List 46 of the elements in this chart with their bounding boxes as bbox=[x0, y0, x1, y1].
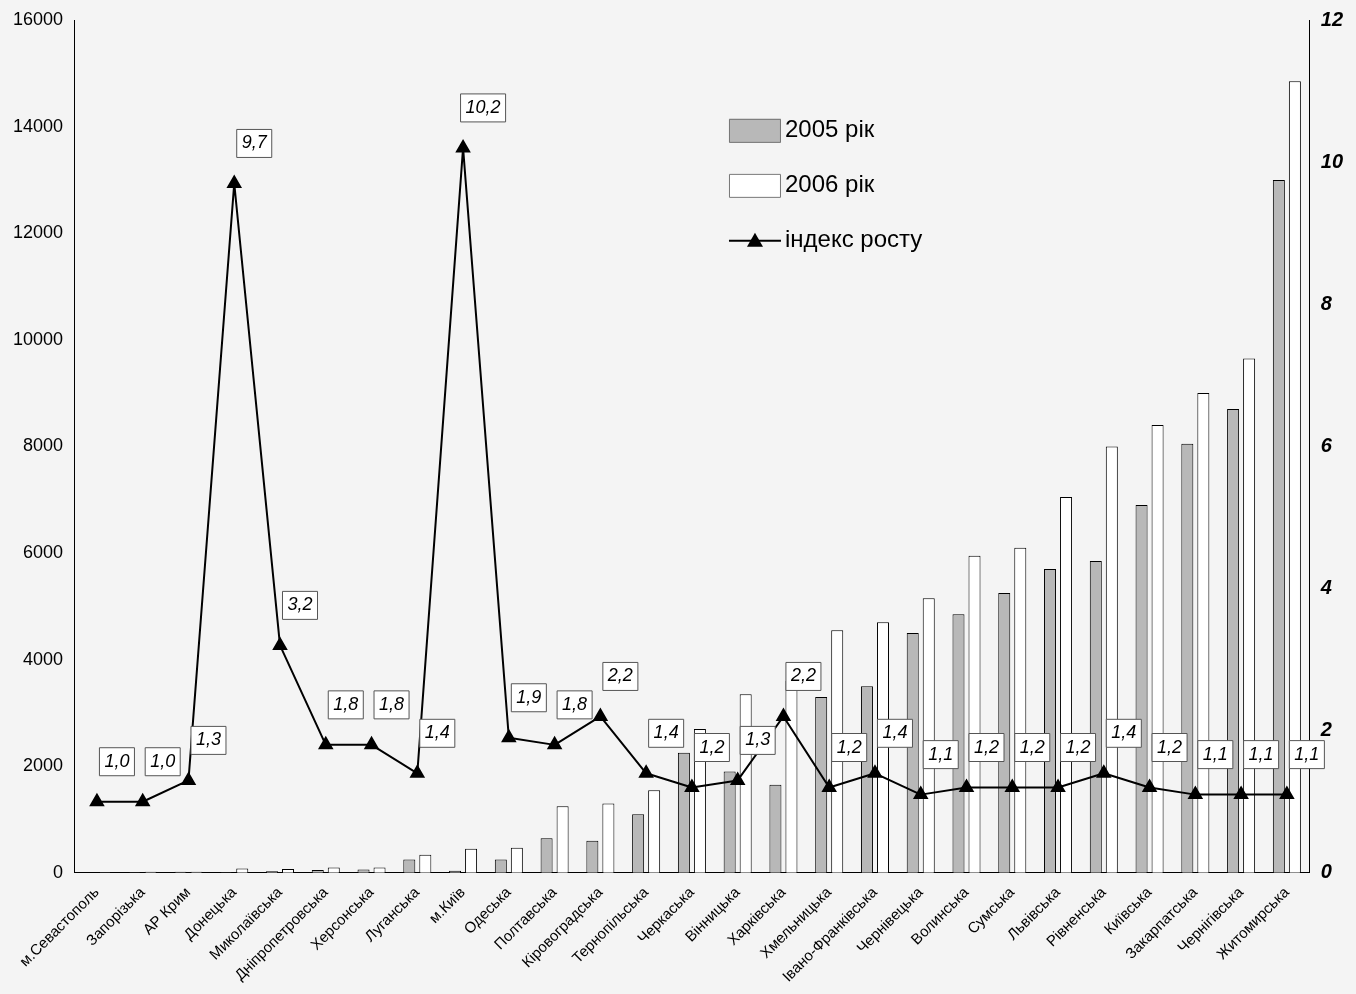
data-label: 1,0 bbox=[104, 750, 130, 771]
y2-tick-label: 6 bbox=[1320, 433, 1333, 456]
y2-tick-label: 0 bbox=[1320, 860, 1332, 883]
y-tick-label: 4000 bbox=[23, 648, 64, 669]
legend-label: 2006 рік bbox=[784, 170, 875, 198]
data-label: 1,4 bbox=[424, 722, 450, 743]
data-label: 1,8 bbox=[333, 693, 359, 714]
data-label: 1,4 bbox=[882, 722, 908, 743]
y-tick-label: 12000 bbox=[12, 222, 64, 243]
data-label: 1,2 bbox=[836, 736, 862, 757]
y-tick-label: 14000 bbox=[12, 115, 64, 136]
y-tick-label: 6000 bbox=[23, 541, 64, 562]
data-label: 1,4 bbox=[1111, 722, 1137, 743]
data-label: 1,3 bbox=[745, 729, 771, 750]
data-label: 1,2 bbox=[699, 736, 725, 757]
y-tick-label: 0 bbox=[53, 861, 64, 882]
y2-tick-label: 4 bbox=[1319, 576, 1332, 599]
data-label: 1,0 bbox=[150, 750, 176, 771]
data-label: 9,7 bbox=[241, 132, 268, 153]
y2-tick-label: 2 bbox=[1319, 718, 1332, 741]
y2-tick-label: 10 bbox=[1320, 149, 1343, 172]
y-tick-label: 2000 bbox=[23, 755, 64, 776]
data-label: 1,2 bbox=[1157, 736, 1183, 757]
y2-tick-label: 12 bbox=[1320, 7, 1343, 30]
data-label: 1,2 bbox=[973, 736, 1000, 757]
data-label: 1,9 bbox=[516, 686, 542, 707]
data-label: 1,4 bbox=[653, 722, 679, 743]
data-label: 1,1 bbox=[1294, 743, 1320, 764]
data-label: 2,2 bbox=[606, 665, 633, 686]
legend-label: 2005 рік bbox=[784, 115, 875, 143]
data-label: 1,1 bbox=[928, 743, 954, 764]
y-tick-label: 16000 bbox=[12, 8, 64, 29]
data-label: 1,3 bbox=[195, 729, 221, 750]
data-label: 3,2 bbox=[287, 594, 313, 615]
data-label: 1,2 bbox=[1019, 736, 1045, 757]
data-label: 1,8 bbox=[379, 693, 405, 714]
y-tick-label: 10000 bbox=[12, 328, 64, 349]
y2-tick-label: 8 bbox=[1320, 291, 1333, 314]
y-tick-label: 8000 bbox=[23, 435, 64, 456]
data-label: 10,2 bbox=[465, 96, 501, 117]
data-label: 1,1 bbox=[1202, 743, 1228, 764]
data-label: 1,8 bbox=[562, 693, 588, 714]
data-label: 2,2 bbox=[789, 665, 816, 686]
legend-label: індекс росту bbox=[784, 225, 923, 253]
data-label: 1,2 bbox=[1065, 736, 1091, 757]
data-label: 1,1 bbox=[1248, 743, 1274, 764]
